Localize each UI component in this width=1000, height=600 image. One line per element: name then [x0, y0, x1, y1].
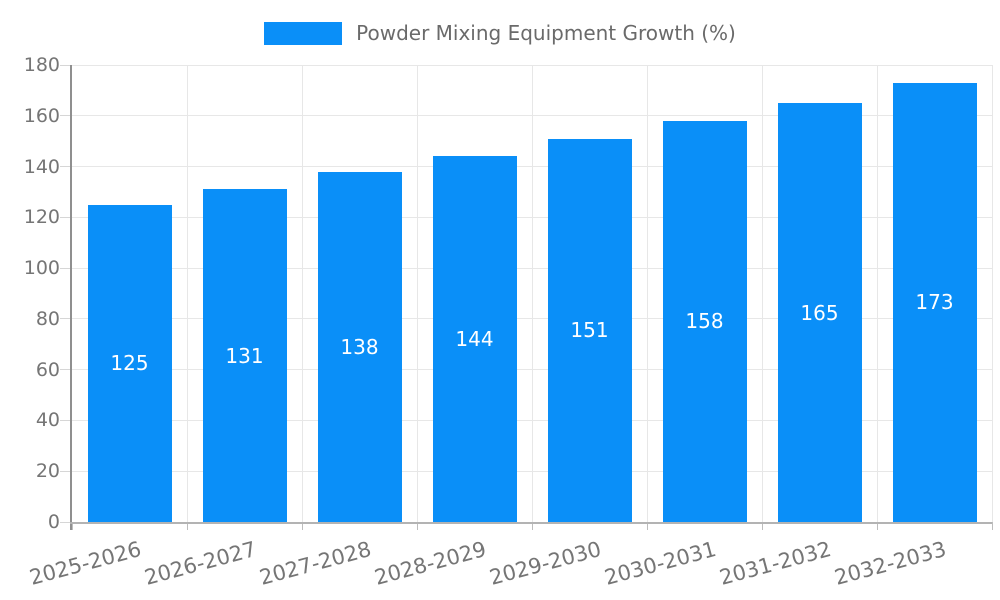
gridline-x-4: [531, 65, 533, 522]
x-tick-3: [416, 522, 418, 530]
bar-2026-2027: [202, 189, 287, 522]
y-tick-label-160: 160: [23, 104, 60, 127]
x-tick-6: [761, 522, 763, 530]
gridline-x-6: [761, 65, 763, 522]
y-tick-100: [60, 267, 70, 269]
bar-2028-2029: [432, 156, 517, 522]
x-tick-0: [71, 522, 73, 530]
plot-area: 125 131 138 144 151 158 165 173 0 20 40 60 80 100 120…: [24, 54, 993, 590]
y-tick-label-100: 100: [23, 257, 60, 280]
y-axis-line: [70, 65, 72, 530]
bar-value-label: 131: [225, 343, 264, 368]
legend-swatch: [264, 21, 343, 45]
gridline-x-1: [186, 65, 188, 522]
x-tick-7: [876, 522, 878, 530]
bar-value-label: 138: [340, 334, 379, 359]
x-tick-label-2032-2033: 2032-2033: [831, 537, 949, 590]
x-tick-8: [991, 522, 993, 530]
bar-2027-2028: [317, 171, 402, 522]
bar-value-label: 125: [110, 351, 149, 376]
x-tick-1: [186, 522, 188, 530]
y-tick-label-60: 60: [35, 358, 60, 381]
y-tick-40: [60, 419, 70, 421]
y-tick-label-80: 80: [35, 307, 60, 330]
x-axis-line: [70, 522, 992, 524]
gridline-x-2: [301, 65, 303, 522]
bar-value-label: 144: [455, 327, 494, 352]
gridline-x-3: [416, 65, 418, 522]
y-tick-label-40: 40: [35, 409, 60, 432]
x-tick-4: [531, 522, 533, 530]
y-tick-0: [60, 521, 70, 523]
y-tick-label-120: 120: [23, 206, 60, 229]
x-tick-label-2028-2029: 2028-2029: [371, 537, 489, 590]
legend[interactable]: Powder Mixing Equipment Growth (%): [0, 21, 1000, 45]
gridline-x-5: [646, 65, 648, 522]
bar-2031-2032: [777, 103, 862, 522]
bar-value-label: 165: [800, 300, 839, 325]
y-tick-label-0: 0: [47, 511, 60, 533]
legend-label: Powder Mixing Equipment Growth (%): [356, 21, 736, 45]
x-tick-label-2030-2031: 2030-2031: [601, 537, 719, 590]
bar-value-label: 151: [570, 318, 609, 343]
x-tick-label-2029-2030: 2029-2030: [486, 537, 604, 590]
x-tick-label-2025-2026: 2025-2026: [26, 537, 144, 590]
bar-2029-2030: [547, 138, 632, 522]
x-tick-label-2031-2032: 2031-2032: [716, 537, 834, 590]
gridline-x-7: [876, 65, 878, 522]
y-tick-label-20: 20: [35, 460, 60, 483]
y-tick-label-140: 140: [23, 155, 60, 178]
bar-2030-2031: [662, 120, 747, 522]
gridline-x-8: [991, 65, 993, 522]
y-tick-160: [60, 115, 70, 117]
bar-value-label: 173: [915, 290, 954, 315]
bar-value-label: 158: [685, 309, 724, 334]
y-tick-140: [60, 166, 70, 168]
x-tick-2: [301, 522, 303, 530]
x-tick-label-2027-2028: 2027-2028: [256, 537, 374, 590]
y-tick-label-180: 180: [23, 54, 60, 76]
y-tick-60: [60, 369, 70, 371]
y-tick-80: [60, 318, 70, 320]
bar-2025-2026: [87, 204, 172, 522]
y-tick-20: [60, 470, 70, 472]
x-tick-5: [646, 522, 648, 530]
y-tick-180: [60, 64, 70, 66]
x-tick-label-2026-2027: 2026-2027: [141, 537, 259, 590]
y-tick-120: [60, 216, 70, 218]
bar-2032-2033: [892, 82, 977, 522]
